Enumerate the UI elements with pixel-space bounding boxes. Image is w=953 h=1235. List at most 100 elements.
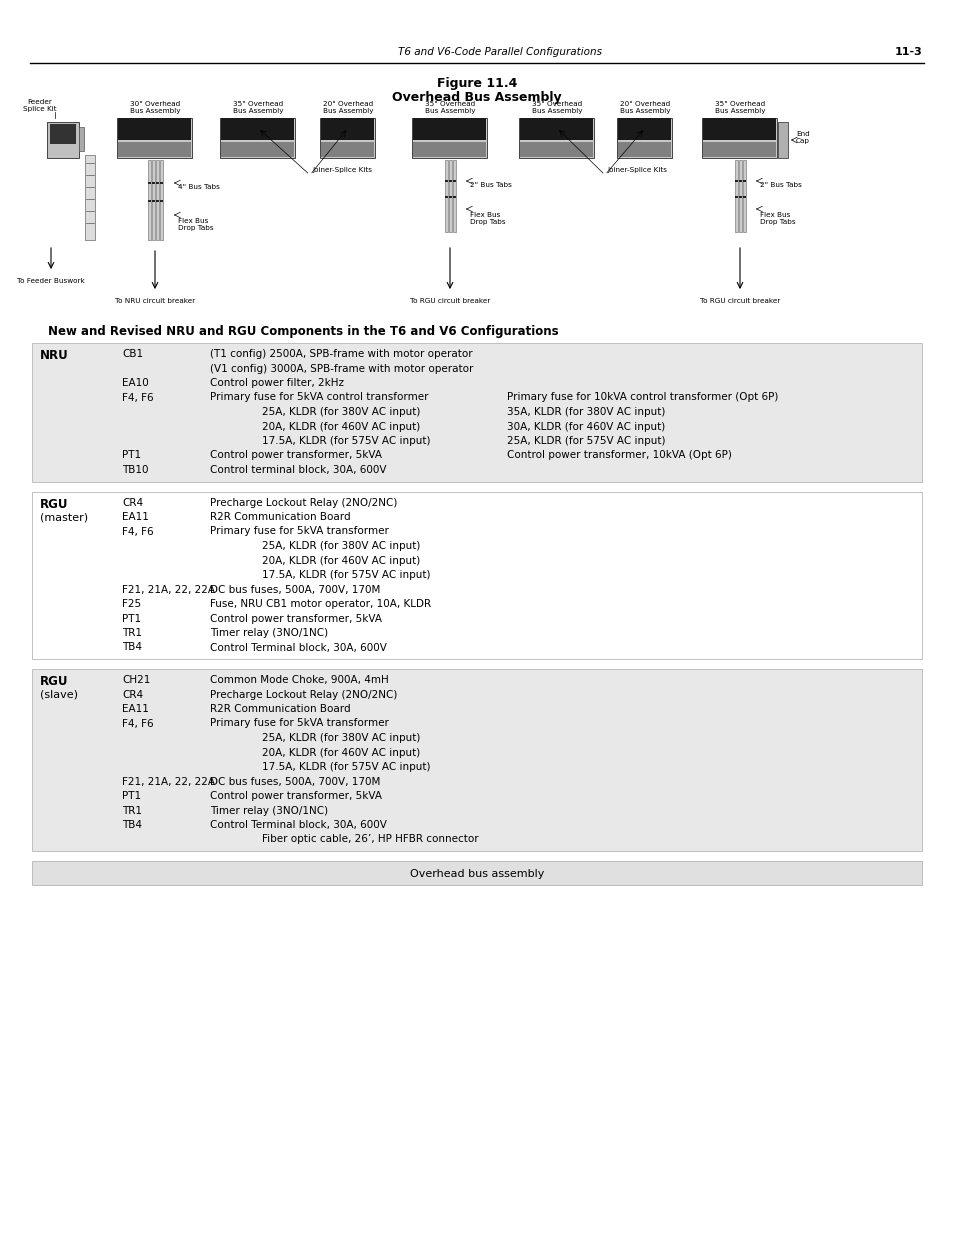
Text: Joiner-Splice Kits: Joiner-Splice Kits	[312, 167, 372, 173]
Text: T6 and V6-Code Parallel Configurations: T6 and V6-Code Parallel Configurations	[397, 47, 601, 57]
Text: 35" Overhead
Bus Assembly: 35" Overhead Bus Assembly	[233, 101, 283, 114]
Text: Fiber optic cable, 26’, HP HFBR connector: Fiber optic cable, 26’, HP HFBR connecto…	[262, 835, 478, 845]
Text: 2" Bus Tabs: 2" Bus Tabs	[760, 182, 801, 188]
Bar	[32, 343, 921, 482]
Bar	[148, 161, 152, 240]
Text: 20" Overhead
Bus Assembly: 20" Overhead Bus Assembly	[619, 101, 670, 114]
Text: 35" Overhead
Bus Assembly: 35" Overhead Bus Assembly	[531, 101, 581, 114]
Bar	[32, 861, 921, 885]
Bar	[50, 124, 76, 143]
Bar	[734, 180, 738, 182]
Text: RGU: RGU	[40, 498, 69, 510]
Bar	[152, 200, 155, 203]
Text: Flex Bus
Drop Tabs: Flex Bus Drop Tabs	[178, 219, 213, 231]
Bar	[734, 196, 738, 198]
Bar	[444, 161, 448, 232]
Text: R2R Communication Board: R2R Communication Board	[210, 513, 351, 522]
Bar	[444, 196, 448, 198]
Text: 35" Overhead
Bus Assembly: 35" Overhead Bus Assembly	[714, 101, 764, 114]
Text: 25A, KLDR (for 380V AC input): 25A, KLDR (for 380V AC input)	[262, 541, 420, 551]
Text: CR4: CR4	[122, 498, 143, 508]
Text: 20" Overhead
Bus Assembly: 20" Overhead Bus Assembly	[322, 101, 373, 114]
Text: 30" Overhead
Bus Assembly: 30" Overhead Bus Assembly	[130, 101, 180, 114]
Text: PT1: PT1	[122, 790, 141, 802]
Bar	[32, 492, 921, 659]
Text: Figure 11.4: Figure 11.4	[436, 77, 517, 89]
Text: R2R Communication Board: R2R Communication Board	[210, 704, 351, 714]
Bar	[742, 180, 745, 182]
Bar	[156, 200, 159, 203]
Bar	[734, 161, 738, 232]
Bar	[444, 180, 448, 182]
Bar	[321, 142, 375, 157]
Bar	[739, 161, 741, 232]
Text: Precharge Lockout Relay (2NO/2NC): Precharge Lockout Relay (2NO/2NC)	[210, 498, 397, 508]
Text: PT1: PT1	[122, 451, 141, 461]
Bar	[701, 119, 777, 158]
Text: Flex Bus
Drop Tabs: Flex Bus Drop Tabs	[760, 212, 795, 225]
Bar	[118, 119, 192, 140]
Text: Joiner-Splice Kits: Joiner-Splice Kits	[606, 167, 666, 173]
Bar	[739, 196, 741, 198]
Text: TB10: TB10	[122, 466, 149, 475]
Text: EA10: EA10	[122, 378, 149, 388]
Bar	[85, 156, 95, 240]
Bar	[449, 161, 452, 232]
Text: Control Terminal block, 30A, 600V: Control Terminal block, 30A, 600V	[210, 820, 387, 830]
Text: Control Terminal block, 30A, 600V: Control Terminal block, 30A, 600V	[210, 642, 387, 652]
Text: Primary fuse for 5kVA transformer: Primary fuse for 5kVA transformer	[210, 526, 389, 536]
Text: PT1: PT1	[122, 614, 141, 624]
Bar	[519, 119, 594, 158]
Text: (slave): (slave)	[40, 689, 78, 699]
Text: Timer relay (3NO/1NC): Timer relay (3NO/1NC)	[210, 629, 328, 638]
Bar	[118, 142, 192, 157]
Text: Timer relay (3NO/1NC): Timer relay (3NO/1NC)	[210, 805, 328, 815]
Text: DC bus fuses, 500A, 700V, 170M: DC bus fuses, 500A, 700V, 170M	[210, 584, 380, 594]
Bar	[520, 119, 593, 140]
Bar	[152, 161, 155, 240]
Text: 17.5A, KLDR (for 575V AC input): 17.5A, KLDR (for 575V AC input)	[262, 571, 430, 580]
Bar	[117, 119, 193, 158]
Bar	[220, 119, 295, 158]
Bar	[617, 119, 672, 158]
Text: F21, 21A, 22, 22A: F21, 21A, 22, 22A	[122, 584, 214, 594]
Text: 35A, KLDR (for 380V AC input): 35A, KLDR (for 380V AC input)	[506, 408, 664, 417]
Bar	[321, 119, 375, 140]
Text: Primary fuse for 5kVA transformer: Primary fuse for 5kVA transformer	[210, 719, 389, 729]
Text: 25A, KLDR (for 575V AC input): 25A, KLDR (for 575V AC input)	[506, 436, 665, 446]
Text: (T1 config) 2500A, SPB-frame with motor operator: (T1 config) 2500A, SPB-frame with motor …	[210, 350, 472, 359]
Bar	[156, 182, 159, 184]
Text: To RGU circuit breaker: To RGU circuit breaker	[700, 298, 780, 304]
Bar	[449, 196, 452, 198]
Text: Control terminal block, 30A, 600V: Control terminal block, 30A, 600V	[210, 466, 386, 475]
Bar	[221, 119, 294, 140]
Text: 17.5A, KLDR (for 575V AC input): 17.5A, KLDR (for 575V AC input)	[262, 762, 430, 772]
Text: Control power transformer, 5kVA: Control power transformer, 5kVA	[210, 451, 381, 461]
Bar	[453, 180, 456, 182]
Text: To Feeder Buswork: To Feeder Buswork	[17, 278, 85, 284]
Bar	[449, 180, 452, 182]
Text: Primary fuse for 5kVA control transformer: Primary fuse for 5kVA control transforme…	[210, 393, 428, 403]
Bar	[79, 127, 84, 151]
Text: Common Mode Choke, 900A, 4mH: Common Mode Choke, 900A, 4mH	[210, 676, 388, 685]
Bar	[47, 122, 79, 158]
Text: New and Revised NRU and RGU Components in the T6 and V6 Configurations: New and Revised NRU and RGU Components i…	[48, 325, 558, 338]
Text: Feeder
Splice Kit: Feeder Splice Kit	[23, 99, 57, 112]
Text: Control power filter, 2kHz: Control power filter, 2kHz	[210, 378, 344, 388]
Text: F25: F25	[122, 599, 141, 609]
Text: F4, F6: F4, F6	[122, 719, 153, 729]
Text: DC bus fuses, 500A, 700V, 170M: DC bus fuses, 500A, 700V, 170M	[210, 777, 380, 787]
Bar	[618, 142, 671, 157]
Text: 11-3: 11-3	[893, 47, 921, 57]
Text: To RGU circuit breaker: To RGU circuit breaker	[410, 298, 490, 304]
Text: End
Cap: End Cap	[795, 131, 809, 144]
Bar	[221, 142, 294, 157]
Bar	[32, 669, 921, 851]
Bar	[148, 200, 152, 203]
Bar	[160, 161, 163, 240]
Bar	[148, 182, 152, 184]
Text: 17.5A, KLDR (for 575V AC input): 17.5A, KLDR (for 575V AC input)	[262, 436, 430, 446]
Bar	[453, 161, 456, 232]
Text: Overhead Bus Assembly: Overhead Bus Assembly	[392, 90, 561, 104]
Text: Control power transformer, 5kVA: Control power transformer, 5kVA	[210, 614, 381, 624]
